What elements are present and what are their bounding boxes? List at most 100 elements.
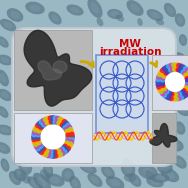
Ellipse shape <box>0 55 13 65</box>
Ellipse shape <box>121 158 135 177</box>
Circle shape <box>184 67 188 71</box>
Ellipse shape <box>31 179 39 187</box>
Circle shape <box>166 71 169 74</box>
Circle shape <box>55 150 59 153</box>
Circle shape <box>184 93 188 97</box>
Circle shape <box>61 123 64 126</box>
Circle shape <box>66 123 70 128</box>
Ellipse shape <box>0 70 9 86</box>
Circle shape <box>56 120 59 123</box>
Bar <box>14 113 92 163</box>
Circle shape <box>162 77 165 80</box>
Circle shape <box>173 93 175 95</box>
Ellipse shape <box>124 163 132 173</box>
Circle shape <box>185 84 188 87</box>
Circle shape <box>172 67 176 71</box>
Circle shape <box>64 121 69 126</box>
Circle shape <box>184 76 187 78</box>
Circle shape <box>176 92 179 95</box>
Circle shape <box>54 151 57 154</box>
Ellipse shape <box>145 170 155 180</box>
Ellipse shape <box>97 18 103 26</box>
Ellipse shape <box>37 177 47 187</box>
Ellipse shape <box>10 11 20 19</box>
Circle shape <box>45 121 48 124</box>
Circle shape <box>67 133 70 136</box>
Circle shape <box>166 90 169 93</box>
Circle shape <box>63 147 66 150</box>
Circle shape <box>49 150 53 154</box>
Circle shape <box>163 88 166 91</box>
Ellipse shape <box>0 19 16 31</box>
Circle shape <box>186 84 188 87</box>
Ellipse shape <box>150 12 160 18</box>
Circle shape <box>57 121 61 125</box>
Circle shape <box>44 122 47 126</box>
Circle shape <box>49 120 52 123</box>
Circle shape <box>47 151 50 154</box>
Circle shape <box>181 90 184 93</box>
Ellipse shape <box>161 165 169 171</box>
Circle shape <box>40 124 43 127</box>
Circle shape <box>44 148 47 152</box>
Ellipse shape <box>45 166 51 174</box>
Circle shape <box>67 131 70 134</box>
Ellipse shape <box>7 8 23 22</box>
Ellipse shape <box>33 173 51 188</box>
Circle shape <box>181 71 184 74</box>
Circle shape <box>66 146 70 151</box>
Circle shape <box>37 142 40 145</box>
Ellipse shape <box>16 171 24 178</box>
Circle shape <box>42 148 45 151</box>
Circle shape <box>38 128 42 131</box>
Circle shape <box>58 121 61 124</box>
Circle shape <box>39 126 43 130</box>
Circle shape <box>179 96 183 100</box>
Circle shape <box>64 148 69 153</box>
Ellipse shape <box>171 84 185 100</box>
Ellipse shape <box>176 158 184 166</box>
Circle shape <box>36 135 40 139</box>
Ellipse shape <box>151 173 170 183</box>
Ellipse shape <box>91 176 99 184</box>
Circle shape <box>161 78 164 82</box>
Circle shape <box>160 80 164 84</box>
Circle shape <box>164 95 168 99</box>
Ellipse shape <box>170 141 180 149</box>
Ellipse shape <box>48 11 62 25</box>
Circle shape <box>161 82 164 86</box>
Ellipse shape <box>64 171 72 179</box>
Ellipse shape <box>130 4 140 12</box>
Circle shape <box>67 138 70 141</box>
Circle shape <box>167 96 171 100</box>
Ellipse shape <box>70 7 80 13</box>
Circle shape <box>181 70 185 74</box>
Circle shape <box>185 86 188 89</box>
Circle shape <box>184 86 187 89</box>
Circle shape <box>59 149 62 152</box>
Circle shape <box>169 68 172 71</box>
Circle shape <box>47 121 51 124</box>
Circle shape <box>180 69 183 72</box>
Circle shape <box>165 70 168 74</box>
Circle shape <box>42 123 46 127</box>
Ellipse shape <box>0 109 6 115</box>
Circle shape <box>60 151 65 156</box>
Circle shape <box>58 117 62 122</box>
Ellipse shape <box>161 168 179 182</box>
Circle shape <box>186 78 188 82</box>
Circle shape <box>39 145 42 148</box>
Circle shape <box>172 63 176 67</box>
Circle shape <box>53 150 57 154</box>
Bar <box>14 30 92 110</box>
Circle shape <box>178 92 181 95</box>
Ellipse shape <box>0 127 10 133</box>
Circle shape <box>175 93 177 95</box>
Circle shape <box>174 97 178 101</box>
Circle shape <box>63 144 67 148</box>
Circle shape <box>176 68 180 71</box>
Circle shape <box>36 133 39 136</box>
Circle shape <box>181 91 185 94</box>
Circle shape <box>66 131 69 135</box>
Ellipse shape <box>0 106 8 118</box>
